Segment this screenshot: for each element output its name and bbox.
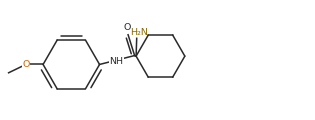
Text: NH: NH <box>109 57 123 66</box>
Text: H₂N: H₂N <box>130 28 148 37</box>
Text: O: O <box>22 60 30 69</box>
Text: O: O <box>124 23 131 32</box>
